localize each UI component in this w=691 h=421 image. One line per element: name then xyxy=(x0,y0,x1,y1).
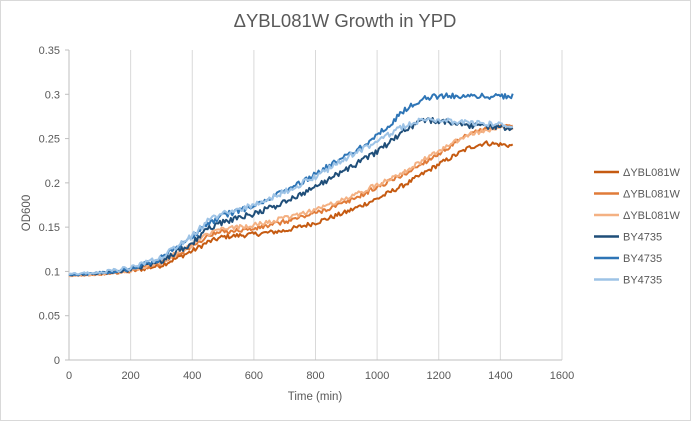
legend: ΔYBL081W ΔYBL081W ΔYBL081W BY4735 BY4735 BY47… xyxy=(594,167,680,287)
axes xyxy=(65,49,562,361)
x-tick-label: 1000 xyxy=(365,370,389,382)
x-tick-label: 200 xyxy=(121,370,139,382)
legend-label: ΔYBL081W xyxy=(623,210,680,222)
x-tick-label: 0 xyxy=(66,370,72,382)
series-line xyxy=(68,140,514,277)
legend-label: BY4735 xyxy=(623,232,662,244)
x-tick-label: 800 xyxy=(306,370,324,382)
x-tick-label: 1200 xyxy=(427,370,451,382)
grid-lines xyxy=(130,50,563,360)
series-lines xyxy=(68,92,514,278)
x-axis-title: Time (min) xyxy=(288,391,343,403)
legend-label: BY4735 xyxy=(623,275,662,287)
y-tick-label: 0.2 xyxy=(45,178,60,190)
y-tick-label: 0.1 xyxy=(45,266,60,278)
y-axis-title: OD600 xyxy=(21,195,33,231)
y-tick-label: 0.3 xyxy=(45,89,60,101)
y-tick-label: 0.05 xyxy=(39,311,60,323)
y-tick-label: 0 xyxy=(54,355,60,367)
y-tick-label: 0.15 xyxy=(39,222,60,234)
x-tick-label: 1400 xyxy=(488,370,512,382)
x-tick-label: 400 xyxy=(183,370,201,382)
y-tick-label: 0.25 xyxy=(39,134,60,146)
x-tick-label: 600 xyxy=(245,370,263,382)
y-tick-labels: 0 0.05 0.1 0.15 0.2 0.25 0.3 0.35 xyxy=(39,45,60,367)
chart-title: ΔYBL081W Growth in YPD xyxy=(234,10,457,31)
y-tick-label: 0.35 xyxy=(39,45,60,57)
x-tick-label: 1600 xyxy=(550,370,574,382)
series-line xyxy=(68,125,514,278)
series-line xyxy=(68,117,514,277)
series-line xyxy=(68,117,514,276)
x-tick-labels: 0 200 400 600 800 1000 1200 1400 1600 xyxy=(66,370,574,382)
legend-label: ΔYBL081W xyxy=(623,189,680,201)
legend-label: BY4735 xyxy=(623,253,662,265)
legend-label: ΔYBL081W xyxy=(623,167,680,179)
